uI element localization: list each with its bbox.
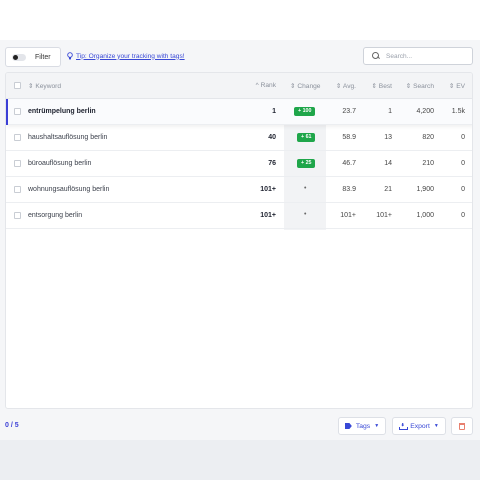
- tags-button[interactable]: Tags ▼: [338, 417, 386, 435]
- change-badge: + 25: [297, 159, 316, 168]
- export-button[interactable]: Export ▼: [392, 417, 446, 435]
- table-row[interactable]: wohnungsauflösung berlin 101+ • 83.9 21 …: [6, 177, 472, 203]
- row-checkbox[interactable]: [14, 134, 21, 141]
- row-checkbox[interactable]: [14, 108, 21, 115]
- ev-cell: 0: [461, 186, 465, 193]
- search-volume-cell: 210: [422, 160, 434, 167]
- best-cell: 1: [388, 108, 392, 115]
- keyword-cell[interactable]: wohnungsauflösung berlin: [28, 186, 110, 193]
- tip-text[interactable]: Tip: Organize your tracking with tags!: [76, 52, 185, 60]
- table-row[interactable]: entrümpelung berlin 1 + 100 23.7 1 4,200…: [6, 99, 472, 125]
- toggle-icon[interactable]: [12, 53, 26, 61]
- avg-cell: 46.7: [342, 160, 356, 167]
- best-cell: 13: [384, 134, 392, 141]
- delete-button[interactable]: [451, 417, 473, 435]
- download-icon: [399, 423, 409, 430]
- ev-cell: 1.5k: [451, 108, 465, 115]
- col-change[interactable]: ⇕ Change: [290, 83, 321, 90]
- tag-icon: [344, 423, 352, 429]
- best-cell: 21: [384, 186, 392, 193]
- search-volume-cell: 4,200: [416, 108, 434, 115]
- rank-cell: 101+: [260, 186, 276, 193]
- keyword-cell[interactable]: haushaltsauflösung berlin: [28, 134, 108, 141]
- col-ev[interactable]: ⇕ EV: [448, 83, 465, 90]
- select-all-checkbox[interactable]: [14, 82, 21, 89]
- active-row-indicator: [6, 99, 8, 125]
- chevron-down-icon: ▼: [433, 423, 439, 429]
- ev-cell: 0: [461, 212, 465, 219]
- keyword-cell[interactable]: entsorgung berlin: [28, 212, 83, 219]
- search-volume-cell: 1,900: [416, 186, 434, 193]
- col-search[interactable]: ⇕ Search: [405, 83, 434, 90]
- rank-cell: 101+: [260, 212, 276, 219]
- table-row[interactable]: büroauflösung berlin 76 + 25 46.7 14 210…: [6, 151, 472, 177]
- search-input[interactable]: Search...: [363, 47, 473, 65]
- search-volume-cell: 1,000: [416, 212, 434, 219]
- top-band: [0, 0, 480, 40]
- filter-toggle-button[interactable]: Filter: [5, 47, 61, 67]
- change-badge: + 100: [294, 107, 316, 116]
- col-rank[interactable]: ^ Rank: [255, 82, 276, 89]
- best-cell: 101+: [376, 212, 392, 219]
- rank-cell: 76: [268, 160, 276, 167]
- tags-label: Tags: [355, 422, 371, 430]
- toolbar: Filter Tip: Organize your tracking with …: [5, 47, 473, 67]
- lightbulb-icon: [67, 52, 73, 60]
- no-change-marker: •: [304, 211, 307, 218]
- filter-label: Filter: [35, 53, 51, 61]
- avg-cell: 58.9: [342, 134, 356, 141]
- no-change-marker: •: [304, 185, 307, 192]
- row-checkbox[interactable]: [14, 212, 21, 219]
- rank-tracker-panel: Filter Tip: Organize your tracking with …: [0, 40, 480, 440]
- export-label: Export: [410, 422, 430, 430]
- search-placeholder: Search...: [386, 52, 413, 60]
- ev-cell: 0: [461, 134, 465, 141]
- table-row[interactable]: haushaltsauflösung berlin 40 + 61 58.9 1…: [6, 125, 472, 151]
- change-badge: + 61: [297, 133, 316, 142]
- col-keyword[interactable]: ⇕ Keyword: [28, 83, 62, 90]
- table-header: ⇕ Keyword ^ Rank ⇕ Change ⇕ Avg. ⇕ Best …: [6, 73, 472, 99]
- ev-cell: 0: [461, 160, 465, 167]
- row-checkbox[interactable]: [14, 186, 21, 193]
- table-row[interactable]: entsorgung berlin 101+ • 101+ 101+ 1,000…: [6, 203, 472, 229]
- avg-cell: 23.7: [342, 108, 356, 115]
- keyword-cell[interactable]: büroauflösung berlin: [28, 160, 92, 167]
- row-checkbox[interactable]: [14, 160, 21, 167]
- selection-count: 0 / 5: [5, 422, 19, 429]
- search-volume-cell: 820: [422, 134, 434, 141]
- best-cell: 14: [384, 160, 392, 167]
- rank-cell: 1: [272, 108, 276, 115]
- tip-link[interactable]: Tip: Organize your tracking with tags!: [67, 52, 185, 60]
- search-icon: [372, 52, 380, 60]
- bottom-band: [0, 440, 480, 480]
- col-avg[interactable]: ⇕ Avg.: [335, 83, 356, 90]
- avg-cell: 101+: [340, 212, 356, 219]
- rank-cell: 40: [268, 134, 276, 141]
- keyword-table: ⇕ Keyword ^ Rank ⇕ Change ⇕ Avg. ⇕ Best …: [5, 72, 473, 409]
- col-best[interactable]: ⇕ Best: [371, 83, 392, 90]
- avg-cell: 83.9: [342, 186, 356, 193]
- keyword-cell[interactable]: entrümpelung berlin: [28, 108, 96, 115]
- chevron-down-icon: ▼: [374, 423, 380, 429]
- trash-icon: [459, 422, 465, 430]
